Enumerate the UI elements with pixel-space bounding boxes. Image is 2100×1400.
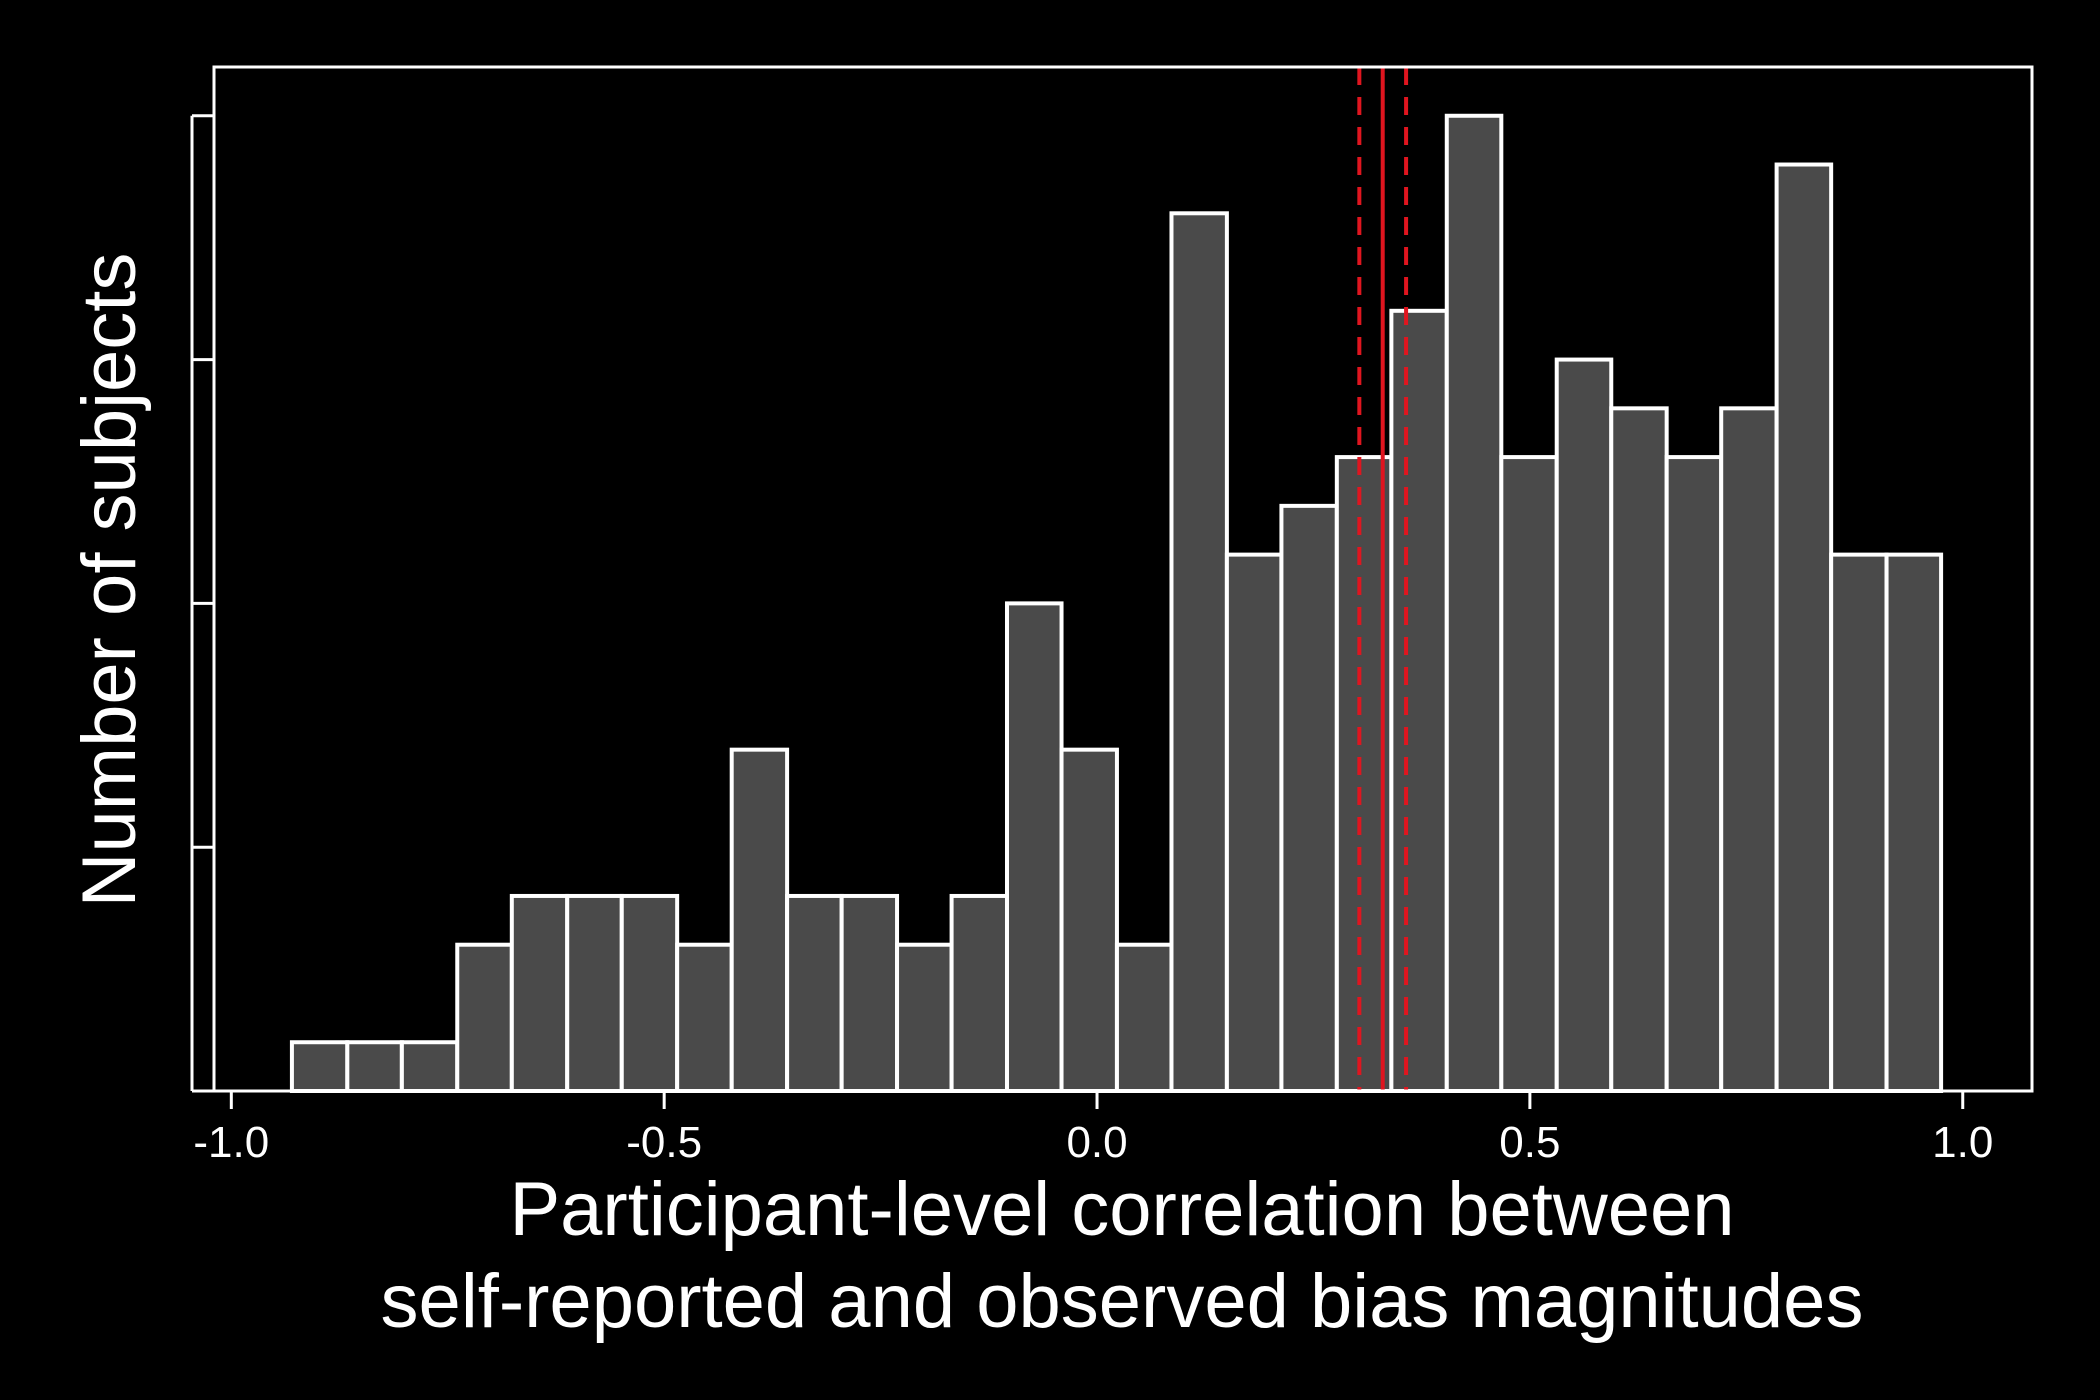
histogram-bar-29: [1829, 552, 1889, 1093]
histogram-bar-14: [1004, 601, 1064, 1094]
reference-lines: [1357, 67, 1409, 1091]
x-tick-label: 0.5: [1499, 1118, 1560, 1167]
x-tick-label: -1.0: [193, 1118, 269, 1167]
histogram-bar-12: [895, 942, 954, 1094]
histogram-bar-19: [1279, 503, 1339, 1094]
histogram-bar-26: [1664, 455, 1724, 1094]
x-tick-label: -0.5: [626, 1118, 702, 1167]
histogram-bar-2: [345, 1040, 404, 1093]
histogram-bar-9: [729, 747, 790, 1094]
histogram-bars: [289, 113, 1944, 1094]
histogram-bar-15: [1059, 747, 1119, 1094]
histogram-bar-13: [949, 893, 1009, 1094]
histogram-bar-4: [455, 942, 514, 1094]
histogram-bar-25: [1609, 406, 1669, 1094]
histogram-bar-21: [1389, 308, 1449, 1093]
histogram-bar-23: [1499, 455, 1559, 1094]
histogram-bar-30: [1884, 552, 1944, 1093]
x-axis-label-line-1: Participant-level correlation between: [509, 1167, 1734, 1252]
x-axis: -1.0 -0.5 0.0 0.5 1.0: [193, 1089, 1993, 1167]
histogram-bar-28: [1774, 162, 1834, 1093]
y-axis: [190, 114, 214, 1093]
histogram-bar-16: [1114, 942, 1174, 1094]
x-tick-label: 0.0: [1066, 1118, 1127, 1167]
y-axis-label: Number of subjects: [67, 253, 152, 908]
histogram-bar-5: [509, 893, 570, 1094]
histogram-bar-11: [839, 893, 900, 1094]
x-tick-label: 1.0: [1932, 1118, 1993, 1167]
histogram-bar-1: [289, 1040, 350, 1093]
histogram-bar-10: [785, 893, 844, 1094]
histogram-bar-7: [619, 893, 680, 1094]
histogram-bar-17: [1169, 211, 1229, 1094]
histogram-bar-6: [565, 893, 624, 1094]
histogram-bar-8: [675, 942, 734, 1094]
histogram-bar-22: [1444, 113, 1504, 1093]
histogram-bar-18: [1224, 552, 1284, 1093]
histogram-bar-24: [1554, 357, 1614, 1094]
x-axis-label-line-2: self-reported and observed bias magnitud…: [381, 1259, 1864, 1344]
histogram-bar-3: [399, 1040, 460, 1093]
histogram-bar-27: [1719, 406, 1779, 1094]
